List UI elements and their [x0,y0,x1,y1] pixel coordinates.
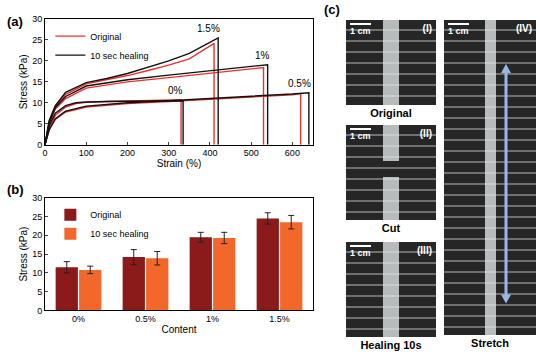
svg-text:Stress (kPa): Stress (kPa) [18,54,29,109]
svg-text:30: 30 [32,14,42,24]
html-text:(c): (c) [324,2,340,17]
svg-text:5: 5 [37,119,42,129]
html-text:Stretch: Stretch [471,337,509,349]
svg-text:25: 25 [32,212,42,222]
svg-text:0.5%: 0.5% [288,78,311,89]
svg-text:(b): (b) [7,182,24,197]
html-text:1 cm: 1 cm [350,26,371,36]
html-text:(IV): (IV) [515,23,532,34]
svg-text:0%: 0% [168,85,183,96]
html-text:Original: Original [370,107,412,119]
html-text:(II): (II) [419,128,432,139]
svg-text:20: 20 [32,56,42,66]
svg-text:0: 0 [42,148,47,158]
svg-text:25: 25 [32,35,42,45]
html-text:1 cm: 1 cm [350,248,371,258]
html-text:(III): (III) [417,245,432,256]
html-text:Healing 10s: Healing 10s [360,339,422,351]
svg-text:0.5%: 0.5% [135,314,156,324]
svg-text:0: 0 [37,140,42,150]
svg-text:1%: 1% [206,314,219,324]
svg-text:1.5%: 1.5% [269,314,290,324]
svg-text:Original: Original [90,210,121,220]
svg-text:500: 500 [244,148,259,158]
svg-text:Content: Content [161,324,196,335]
svg-text:(a): (a) [7,14,23,29]
svg-text:10 sec healing: 10 sec healing [90,51,148,61]
svg-text:1%: 1% [255,50,270,61]
svg-text:10 sec healing: 10 sec healing [90,229,148,239]
svg-text:10: 10 [32,268,42,278]
svg-text:0%: 0% [72,314,85,324]
svg-text:30: 30 [32,193,42,203]
svg-text:15: 15 [32,77,42,87]
html-text:(I): (I) [422,23,432,34]
html-text:1 cm: 1 cm [448,26,469,36]
svg-text:0: 0 [37,306,42,316]
svg-text:400: 400 [202,148,217,158]
svg-text:1.5%: 1.5% [197,23,220,34]
svg-text:Original: Original [90,32,121,42]
svg-text:Strain (%): Strain (%) [157,158,201,169]
svg-text:20: 20 [32,230,42,240]
svg-text:5: 5 [37,287,42,297]
html-text:1 cm: 1 cm [350,131,371,141]
svg-text:100: 100 [79,148,94,158]
svg-text:600: 600 [285,148,300,158]
svg-text:10: 10 [32,98,42,108]
svg-text:15: 15 [32,249,42,259]
svg-text:300: 300 [161,148,176,158]
svg-text:Stress (kPa): Stress (kPa) [18,227,29,282]
svg-text:200: 200 [120,148,135,158]
html-text:Cut: Cut [381,222,401,234]
